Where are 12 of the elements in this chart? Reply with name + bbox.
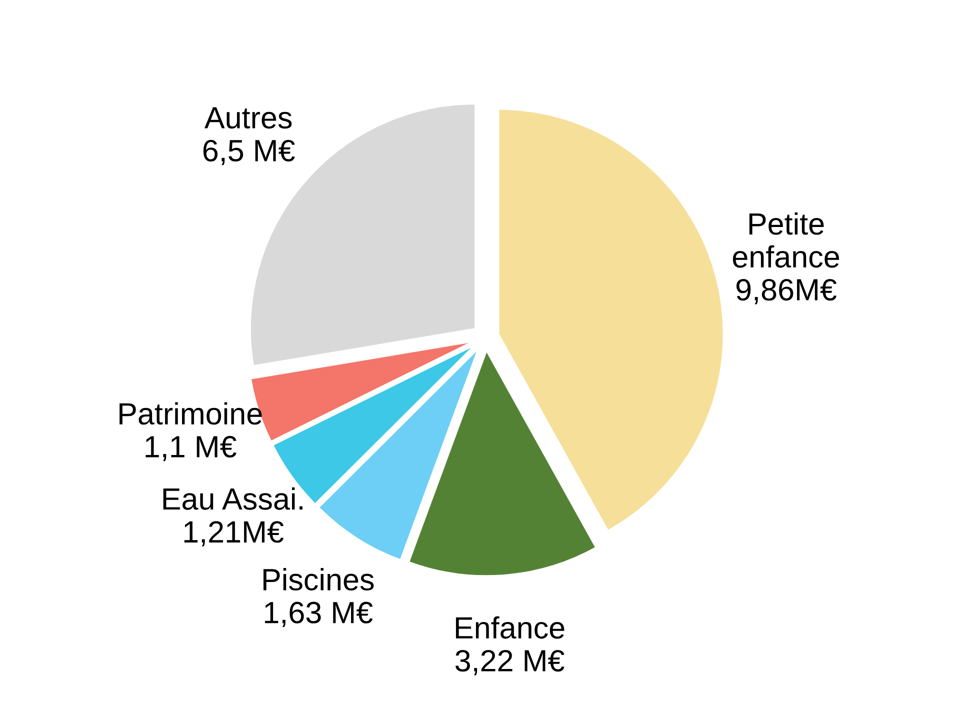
data-label: 9,86M€ <box>736 278 837 304</box>
data-label: 1,63 M€ <box>265 602 373 628</box>
slice-label: Petite enfance <box>732 212 840 268</box>
data-label: 1,1 M€ <box>146 436 236 462</box>
slice-label: Piscines <box>264 568 374 590</box>
data-label: 3,22 M€ <box>455 650 564 676</box>
slice-label: Eau Assai. <box>163 487 302 510</box>
data-label: 1,21M€ <box>184 521 284 546</box>
slice-label: Autres <box>204 107 292 129</box>
data-label: 6,5 M€ <box>203 140 295 166</box>
slice-label: Patrimoine <box>120 402 262 425</box>
slice-label: Enfance <box>456 616 564 639</box>
